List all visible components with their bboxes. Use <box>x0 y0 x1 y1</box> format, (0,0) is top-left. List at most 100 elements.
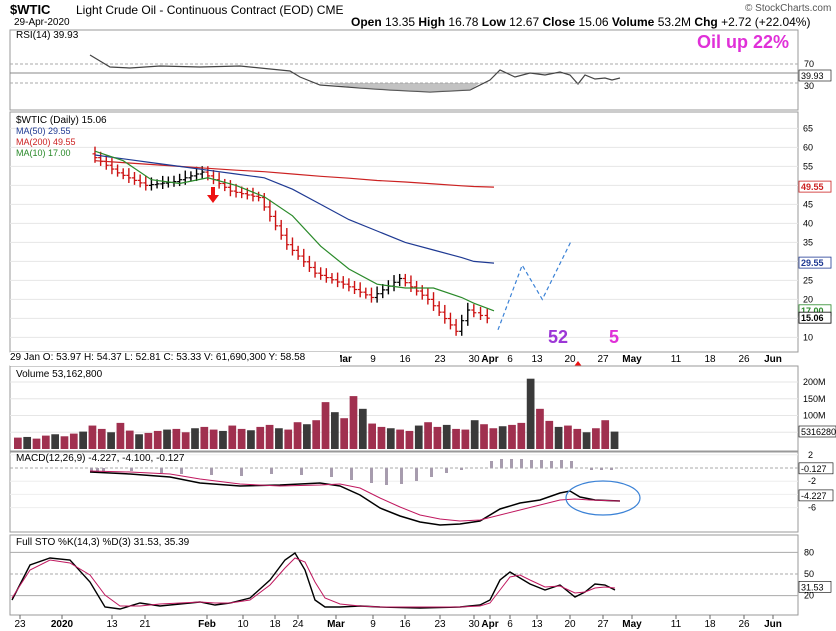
volume-bar <box>610 431 619 449</box>
price-legend: $WTIC (Daily) 15.06 <box>16 115 107 126</box>
volume-bar <box>125 430 134 449</box>
volume-bar <box>116 422 125 449</box>
x-label-price: May <box>622 354 642 365</box>
volume-bar <box>293 422 302 449</box>
volume-bar <box>433 426 442 449</box>
macd-tick-label: 2 <box>808 450 813 460</box>
volume-bar <box>97 428 106 449</box>
price-tick-label: 60 <box>803 142 813 152</box>
volume-bar <box>442 424 451 449</box>
price-tick-label: 25 <box>803 275 813 285</box>
volume-bar <box>41 435 50 449</box>
ma10-legend: MA(10) 17.00 <box>16 148 71 158</box>
x-label-price: 6 <box>507 354 513 365</box>
sto-k-line <box>11 551 616 610</box>
x-label-price: 18 <box>704 354 716 365</box>
volume-bar <box>601 420 610 449</box>
wave-count-5: 5 <box>609 327 620 347</box>
x-label-price: 30 <box>468 354 480 365</box>
x-label-price: 9 <box>370 354 376 365</box>
stockcharts-credit: © StockCharts.com <box>745 3 832 14</box>
volume-bar <box>79 431 87 449</box>
price-badge-box <box>798 311 832 324</box>
volume-bar <box>480 424 488 449</box>
volume-bar <box>219 430 227 449</box>
x-label-bottom: Apr <box>481 619 498 630</box>
volume-bar <box>340 418 349 449</box>
volume-bar <box>349 396 358 449</box>
volume-bar <box>51 434 60 449</box>
x-label-bottom: May <box>622 619 642 630</box>
volume-bar <box>256 426 265 449</box>
sto-legend: Full STO %K(14,3) %D(3) 31.53, 35.39 <box>16 537 190 548</box>
x-label-price: 16 <box>399 354 411 365</box>
volume-bar <box>508 424 516 449</box>
price-tick-label: 35 <box>803 237 813 247</box>
x-label-bottom: 21 <box>139 619 151 630</box>
price-bars <box>92 146 490 336</box>
volume-bar <box>265 424 274 449</box>
rsi-line <box>89 54 621 93</box>
volume-bar <box>545 420 554 449</box>
volume-bar <box>163 429 171 449</box>
x-label-bottom: 6 <box>507 619 513 630</box>
volume-bar <box>247 430 255 449</box>
volume-bar <box>321 402 330 449</box>
volume-bar <box>386 428 395 449</box>
volume-bar <box>526 378 535 449</box>
macd-badge-label: -0.127 <box>801 464 827 474</box>
chart-date: 29-Apr-2020 <box>14 17 70 28</box>
volume-bar <box>312 420 321 449</box>
rsi-tick-70: 70 <box>804 59 814 69</box>
macd-badges: -0.127 -4.227 <box>798 462 834 502</box>
volume-bar <box>377 426 386 449</box>
macd-badge-box <box>798 462 834 475</box>
volume-bar <box>470 420 479 449</box>
price-badge-label: 49.55 <box>801 182 824 192</box>
macd-tick-label: -2 <box>808 476 816 486</box>
x-label-price: 13 <box>531 354 543 365</box>
price-panel: 656055504540353025201510 $WTIC (Daily) 1… <box>9 111 832 377</box>
macd-badge-box <box>798 489 834 502</box>
macd-tick-label: -6 <box>808 503 816 513</box>
x-label-bottom: 16 <box>399 619 411 630</box>
volume-bar <box>200 426 209 449</box>
x-label-bottom: 30 <box>468 619 480 630</box>
volume-tick-label: 100M <box>803 411 826 421</box>
rsi-legend: RSI(14) 39.93 <box>16 30 79 41</box>
volume-bar <box>60 436 69 449</box>
sto-badge-label: 31.53 <box>801 582 824 592</box>
x-label-price: 11 <box>671 354 682 365</box>
volume-bar <box>452 428 460 449</box>
volume-bar <box>88 425 97 449</box>
macd-histogram <box>90 459 613 485</box>
x-label-price: Mar <box>334 354 352 365</box>
red-arrow-feb <box>207 187 219 203</box>
volume-bars <box>14 378 619 449</box>
sto-tick-label: 50 <box>804 569 814 579</box>
x-label-bottom: 11 <box>671 619 682 630</box>
sto-tick-label: 20 <box>804 591 814 601</box>
volume-bar <box>153 430 162 449</box>
volume-bar <box>368 423 376 449</box>
volume-bar <box>172 428 181 449</box>
volume-bar <box>135 434 143 449</box>
x-label-bottom: 2020 <box>51 619 74 630</box>
volume-bar <box>405 430 414 449</box>
x-label-price: 20 <box>564 354 576 365</box>
price-badge-box <box>798 256 832 269</box>
volume-legend: Volume 53,162,800 <box>16 369 103 380</box>
macd-line <box>89 471 621 526</box>
price-tick-label: 40 <box>803 218 813 228</box>
x-label-bottom: Mar <box>327 619 345 630</box>
x-axis-bottom: 23 2020 13 21 Feb 10 18 24 Mar 9 16 23 30 Apr 6 13 20 27 M… <box>14 615 782 630</box>
volume-bar <box>284 429 293 449</box>
sto-tick-label: 80 <box>804 547 814 557</box>
volume-tick-label: 150M <box>803 394 826 404</box>
wave-count-52: 52 <box>548 327 569 347</box>
x-label-bottom: 23 <box>14 619 26 630</box>
volume-bar <box>209 429 218 449</box>
sto-d-line <box>11 557 616 608</box>
x-label-bottom: Jun <box>764 619 782 630</box>
volume-bar <box>489 428 498 449</box>
